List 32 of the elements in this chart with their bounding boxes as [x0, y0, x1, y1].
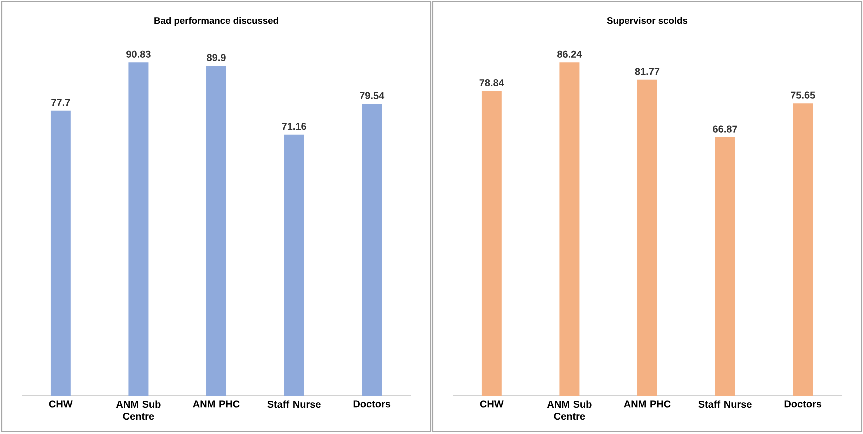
x-tick-label: Staff Nurse: [268, 400, 321, 408]
x-tick-label: CHW: [480, 400, 504, 408]
bar: [128, 62, 149, 396]
bar: [206, 66, 227, 396]
data-label: 75.65: [791, 92, 816, 99]
data-label: 66.87: [713, 126, 738, 133]
bar: [715, 138, 736, 396]
bar: [793, 104, 814, 396]
chart-title: Supervisor scolds: [607, 17, 688, 26]
x-tick-label: Doctors: [354, 400, 391, 408]
x-tick-label: ANM PHC: [624, 400, 671, 408]
bar: [560, 62, 580, 396]
data-label: 81.77: [635, 68, 660, 76]
bar: [284, 134, 304, 396]
chart-title: Bad performance discussed: [154, 17, 278, 26]
bar: [638, 80, 658, 396]
data-label: 78.84: [480, 79, 504, 87]
data-label: 71.16: [282, 123, 306, 130]
x-tick-label: CHW: [49, 400, 73, 408]
data-label: 89.9: [207, 54, 226, 62]
bar: [50, 110, 71, 396]
x-tick-label: ANM Sub Centre: [116, 400, 161, 420]
x-tick-label: ANM Sub Centre: [547, 400, 592, 420]
bar: [362, 104, 382, 396]
x-tick-label: Doctors: [784, 400, 822, 408]
x-tick-label: Staff Nurse: [698, 400, 752, 408]
x-tick-label: ANM PHC: [193, 400, 240, 408]
data-label: 86.24: [558, 50, 582, 58]
data-label: 90.83: [126, 50, 151, 58]
data-label: 79.54: [360, 92, 385, 100]
data-label: 77.7: [52, 99, 70, 106]
bar: [482, 91, 502, 396]
